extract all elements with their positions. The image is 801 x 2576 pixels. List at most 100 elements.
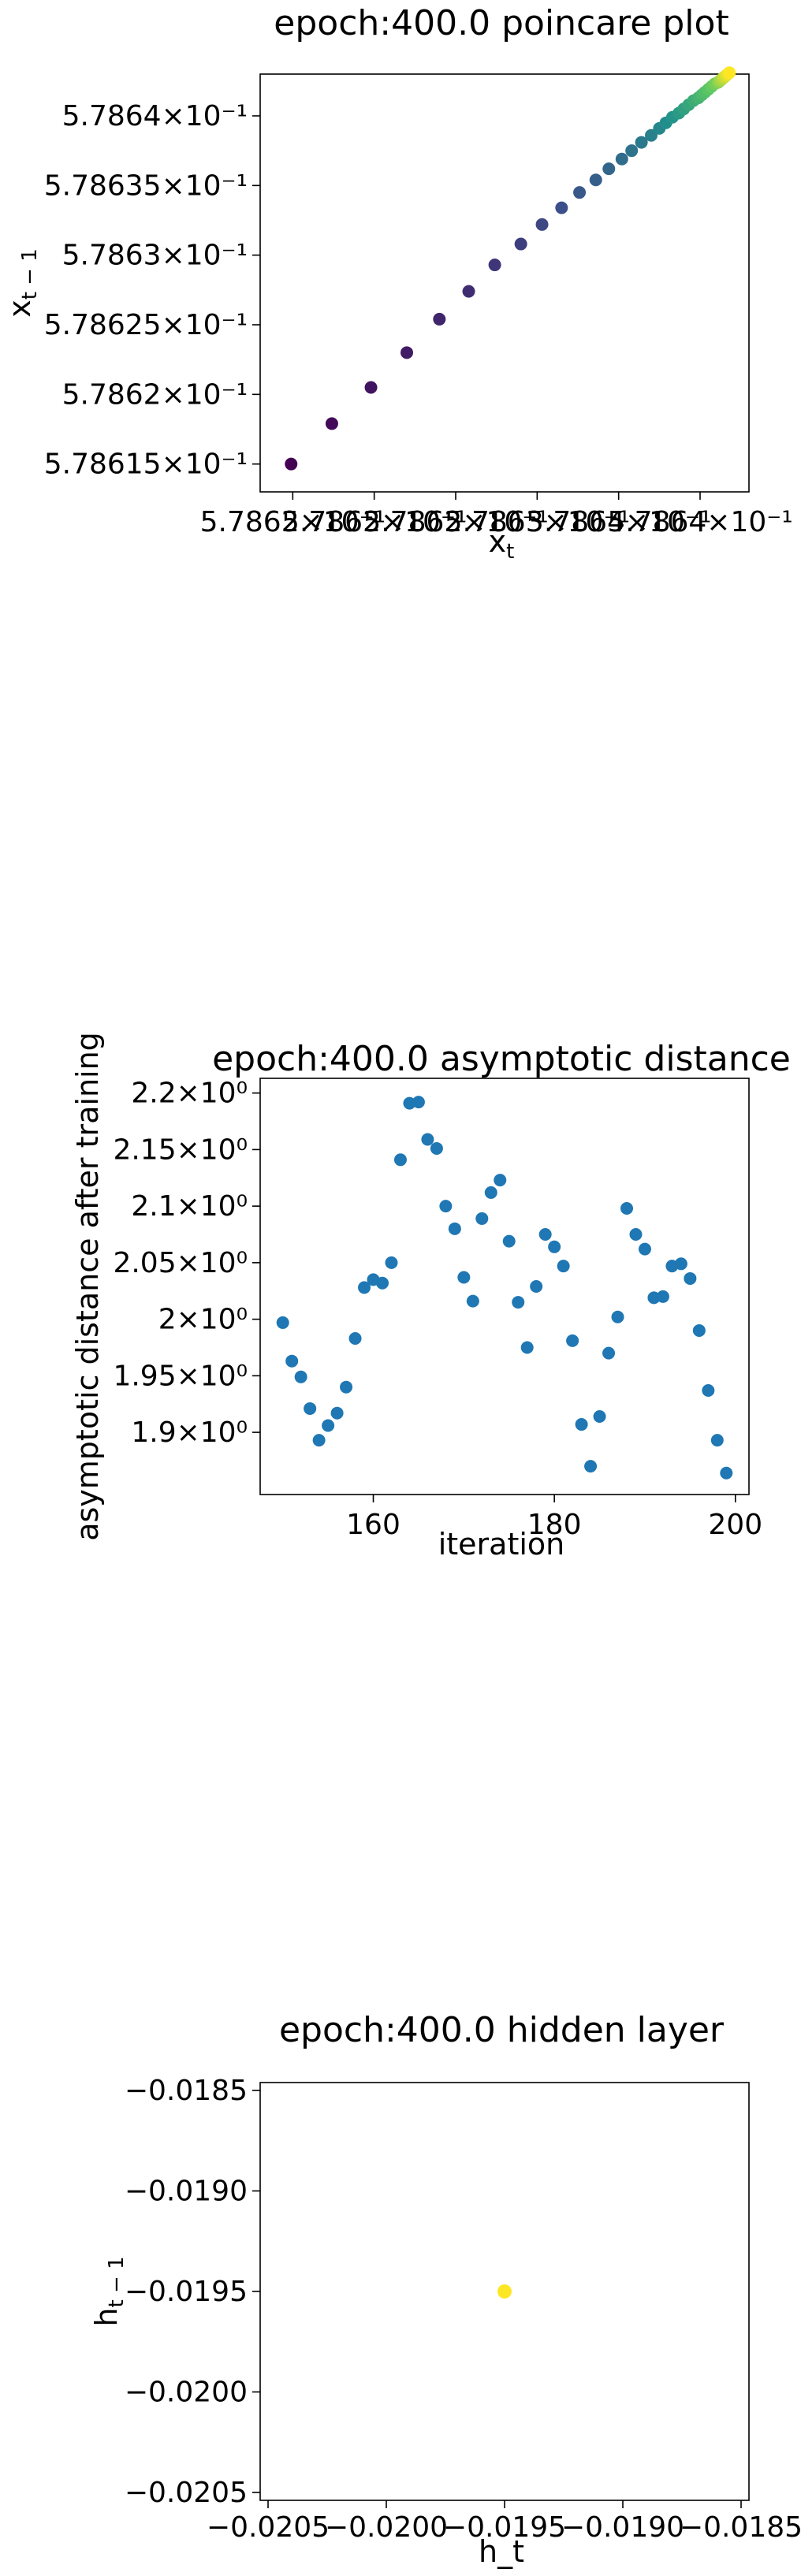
asymptotic-ytick-label: 2×10⁰: [158, 1304, 248, 1336]
asymptotic-point: [548, 1240, 561, 1253]
asymptotic-ytick-label: 1.95×10⁰: [113, 1360, 248, 1392]
asymptotic-point: [512, 1296, 525, 1309]
asymptotic-ytick-label: 2.1×10⁰: [131, 1190, 248, 1223]
asymptotic-point: [348, 1332, 362, 1345]
asymptotic-point: [656, 1290, 669, 1303]
hidden-layer-ytick-label: −0.0190: [125, 2176, 248, 2208]
poincare-point: [573, 186, 587, 199]
poincare-xtick-label: 5.7864×10⁻¹: [526, 506, 711, 538]
hidden-layer-xtick-label: −0.0195: [443, 2511, 566, 2544]
asymptotic-ylabel: asymptotic distance after training: [70, 1032, 105, 1541]
poincare-ytick-label: 5.78625×10⁻¹: [44, 309, 248, 341]
poincare-xtick-label: 5.7864×10⁻¹: [607, 506, 792, 538]
poincare-ytick-label: 5.78635×10⁻¹: [44, 169, 248, 202]
asymptotic-point: [720, 1466, 733, 1480]
hidden-layer-point: [497, 2284, 512, 2299]
hidden-layer-xtick-label: −0.0205: [207, 2511, 330, 2544]
asymptotic-point: [385, 1256, 398, 1269]
asymptotic-point: [611, 1310, 624, 1323]
asymptotic-ytick-label: 1.9×10⁰: [131, 1416, 248, 1449]
poincare-point: [635, 136, 648, 149]
poincare-xtick-label: 5.7862×10⁻¹: [200, 506, 386, 538]
asymptotic-point: [593, 1410, 606, 1423]
asymptotic-point: [304, 1402, 317, 1415]
poincare-ytick-label: 5.7863×10⁻¹: [62, 240, 248, 272]
asymptotic-point: [494, 1174, 507, 1187]
poincare-point: [488, 259, 501, 272]
hidden-layer-ytick-label: −0.0200: [125, 2377, 248, 2409]
asymptotic-point: [322, 1419, 335, 1432]
asymptotic-plot-area: [259, 1078, 750, 1495]
asymptotic-point: [629, 1228, 643, 1241]
asymptotic-points: [276, 1096, 733, 1480]
asymptotic-point: [602, 1346, 616, 1360]
poincare-title: epoch:400.0 poincare plot: [274, 3, 728, 43]
asymptotic-xtick-label: 180: [527, 1509, 582, 1541]
hidden-layer-ytick-label: −0.0195: [125, 2276, 248, 2308]
hidden-layer-xtick-label: −0.0200: [325, 2511, 448, 2544]
asymptotic-point: [530, 1280, 543, 1293]
asymptotic-point: [674, 1257, 687, 1271]
poincare-point: [400, 346, 413, 359]
hidden-layer-xlabel: h_t: [479, 2534, 524, 2569]
asymptotic-point: [330, 1406, 344, 1420]
poincare-point: [433, 312, 446, 326]
poincare-chart: epoch:400.0 poincare plot 5.7862×10⁻¹5.7…: [2, 3, 793, 564]
asymptotic-point: [457, 1271, 471, 1284]
hidden-layer-ticks: −0.0205−0.0200−0.0195−0.0190−0.0185−0.02…: [125, 2075, 801, 2544]
asymptotic-point: [575, 1418, 588, 1431]
asymptotic-point: [376, 1276, 389, 1290]
poincare-points: [285, 66, 736, 471]
poincare-xtick-label: 5.7862×10⁻¹: [363, 506, 548, 538]
asymptotic-point: [638, 1242, 651, 1256]
poincare-point: [723, 66, 736, 80]
poincare-point: [589, 173, 602, 187]
asymptotic-point: [557, 1260, 570, 1273]
poincare-xtick-label: 5.7862×10⁻¹: [281, 506, 467, 538]
hidden-layer-ytick-label: −0.0205: [125, 2477, 248, 2509]
hidden-layer-chart: epoch:400.0 hidden layer −0.0205−0.0200−…: [89, 2010, 801, 2569]
asymptotic-point: [566, 1334, 579, 1347]
asymptotic-point: [684, 1271, 697, 1285]
asymptotic-point: [520, 1341, 534, 1354]
asymptotic-ytick-label: 2.15×10⁰: [113, 1134, 248, 1166]
poincare-xtick-label: 5.7863×10⁻¹: [445, 506, 630, 538]
asymptotic-point: [430, 1141, 443, 1155]
asymptotic-ytick-label: 2.05×10⁰: [113, 1247, 248, 1279]
poincare-point: [364, 381, 378, 394]
asymptotic-point: [294, 1370, 307, 1383]
poincare-point: [325, 417, 338, 430]
poincare-point: [514, 237, 527, 251]
asymptotic-point: [393, 1153, 407, 1167]
asymptotic-point: [484, 1186, 497, 1199]
asymptotic-chart: epoch:400.0 asymptotic distance 160 180 20…: [70, 1032, 791, 1562]
asymptotic-point: [620, 1202, 633, 1215]
asymptotic-point: [439, 1200, 453, 1213]
poincare-ytick-label: 5.7862×10⁻¹: [62, 378, 248, 411]
asymptotic-point: [702, 1384, 715, 1397]
poincare-point: [602, 162, 616, 176]
asymptotic-point: [312, 1434, 326, 1447]
poincare-point: [625, 144, 639, 158]
hidden-layer-title: epoch:400.0 hidden layer: [279, 2010, 725, 2050]
asymptotic-point: [710, 1434, 724, 1447]
asymptotic-point: [421, 1133, 434, 1146]
poincare-point: [285, 457, 298, 471]
poincare-xlabel: xt: [489, 524, 515, 564]
asymptotic-point: [276, 1316, 289, 1329]
poincare-ticks: 5.7862×10⁻¹5.7862×10⁻¹5.7862×10⁻¹5.7863×…: [44, 100, 793, 538]
hidden-layer-points: [497, 2284, 512, 2299]
asymptotic-point: [475, 1212, 489, 1225]
poincare-point: [615, 152, 628, 166]
asymptotic-point: [358, 1281, 371, 1294]
asymptotic-ticks: 160 180 200 1.9×10⁰ 1.95×10⁰ 2×10⁰ 2.05×10⁰ 2.1…: [113, 1078, 762, 1541]
asymptotic-xtick-label: 200: [708, 1509, 762, 1541]
poincare-ytick-label: 5.7864×10⁻¹: [62, 100, 248, 132]
asymptotic-point: [412, 1096, 425, 1109]
asymptotic-point: [466, 1294, 479, 1308]
asymptotic-title: epoch:400.0 asymptotic distance: [212, 1039, 791, 1079]
poincare-point: [462, 285, 475, 298]
hidden-layer-ytick-label: −0.0185: [125, 2075, 248, 2107]
asymptotic-ytick-label: 2.2×10⁰: [131, 1078, 248, 1110]
